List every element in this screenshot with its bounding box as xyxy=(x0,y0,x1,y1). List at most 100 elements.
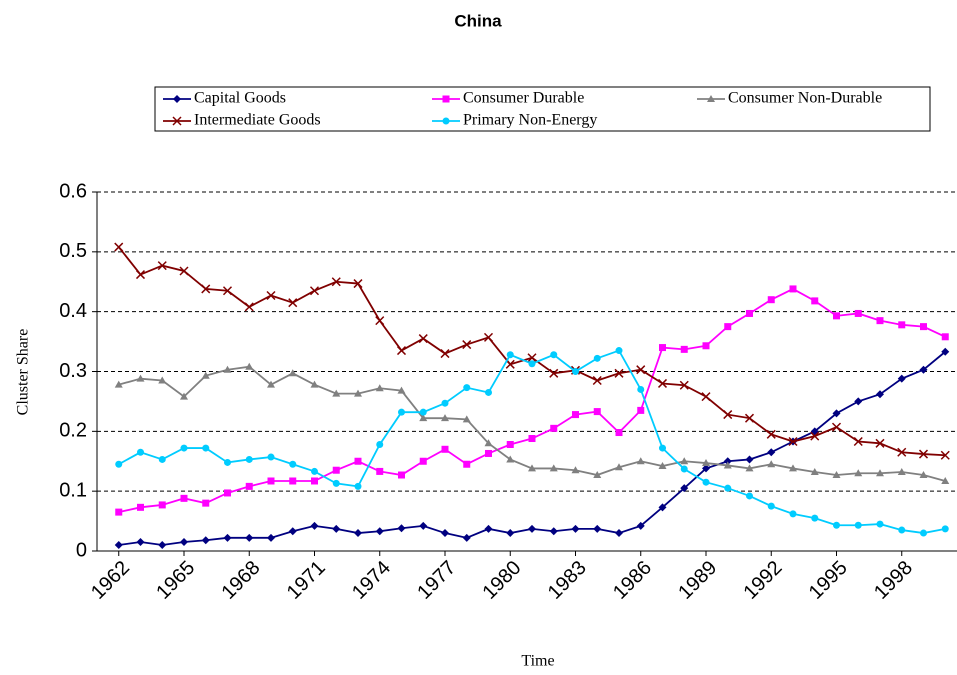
series-line xyxy=(118,365,946,482)
marker xyxy=(245,455,253,463)
marker xyxy=(876,520,884,528)
marker xyxy=(680,465,688,473)
marker xyxy=(505,359,515,369)
y-tick-label: 0.4 xyxy=(59,300,87,322)
marker xyxy=(396,346,407,356)
marker xyxy=(267,380,275,388)
marker xyxy=(223,533,232,542)
marker xyxy=(767,296,775,304)
marker xyxy=(636,365,646,375)
marker xyxy=(854,309,862,317)
y-tick-label: 0.1 xyxy=(59,479,87,501)
marker xyxy=(136,538,145,547)
marker xyxy=(746,309,753,317)
marker xyxy=(266,290,276,301)
marker xyxy=(854,521,862,529)
marker xyxy=(398,471,405,479)
marker xyxy=(158,455,166,463)
marker xyxy=(224,489,231,497)
marker xyxy=(876,317,884,325)
marker xyxy=(745,455,754,464)
marker xyxy=(723,410,733,420)
y-tick-label: 0.3 xyxy=(59,360,87,382)
marker xyxy=(766,429,776,439)
marker xyxy=(267,453,275,461)
marker xyxy=(593,471,602,479)
marker xyxy=(572,411,579,419)
marker xyxy=(310,380,319,388)
marker xyxy=(419,521,428,530)
marker xyxy=(222,286,233,296)
marker xyxy=(180,392,188,400)
marker xyxy=(137,448,144,456)
marker xyxy=(833,312,840,320)
marker xyxy=(528,464,536,472)
marker xyxy=(442,95,450,103)
x-tick-label: 1998 xyxy=(870,557,917,604)
marker xyxy=(549,464,558,472)
marker xyxy=(615,529,623,538)
marker xyxy=(789,510,797,518)
marker xyxy=(288,369,297,377)
marker xyxy=(289,460,297,468)
x-tick-label: 1974 xyxy=(348,557,395,604)
marker xyxy=(397,386,406,394)
marker xyxy=(136,374,145,382)
marker xyxy=(788,436,798,447)
marker xyxy=(832,471,841,479)
marker xyxy=(528,360,536,368)
marker xyxy=(875,438,885,448)
marker xyxy=(593,408,601,416)
marker xyxy=(941,347,950,356)
marker xyxy=(919,471,928,479)
x-tick-label: 1992 xyxy=(739,557,786,604)
marker xyxy=(157,261,167,271)
marker xyxy=(615,463,623,471)
marker xyxy=(767,460,776,468)
marker xyxy=(332,524,341,533)
marker xyxy=(707,95,715,102)
marker xyxy=(483,332,494,342)
marker xyxy=(245,482,253,490)
marker xyxy=(810,468,819,476)
marker xyxy=(158,376,167,384)
marker xyxy=(267,533,275,542)
x-tick-label: 1989 xyxy=(674,557,721,604)
marker xyxy=(224,458,231,466)
marker xyxy=(484,524,493,533)
marker xyxy=(173,95,181,103)
marker xyxy=(114,380,123,388)
marker xyxy=(789,285,797,293)
x-tick-label: 1995 xyxy=(805,557,852,604)
marker xyxy=(724,323,732,331)
legend-label: Primary Non-Energy xyxy=(463,112,597,129)
marker xyxy=(267,477,275,485)
marker xyxy=(223,365,232,373)
marker xyxy=(920,323,927,331)
marker xyxy=(745,464,754,472)
series-line xyxy=(118,351,946,546)
marker xyxy=(897,374,906,383)
marker xyxy=(331,277,341,287)
marker xyxy=(831,422,842,432)
y-tick-label: 0 xyxy=(76,539,87,561)
marker xyxy=(919,365,928,374)
marker xyxy=(442,117,450,125)
x-tick-label: 1986 xyxy=(609,557,656,604)
marker xyxy=(528,524,536,533)
marker xyxy=(463,460,471,468)
marker xyxy=(593,524,602,533)
marker xyxy=(680,484,689,493)
marker xyxy=(332,466,340,474)
marker xyxy=(636,521,645,530)
marker xyxy=(172,116,182,126)
marker xyxy=(201,371,210,379)
marker xyxy=(332,389,341,397)
marker xyxy=(549,368,559,378)
legend-label: Capital Goods xyxy=(194,90,286,107)
marker xyxy=(854,397,863,406)
marker xyxy=(506,440,514,448)
marker xyxy=(702,342,710,350)
marker xyxy=(441,399,449,407)
